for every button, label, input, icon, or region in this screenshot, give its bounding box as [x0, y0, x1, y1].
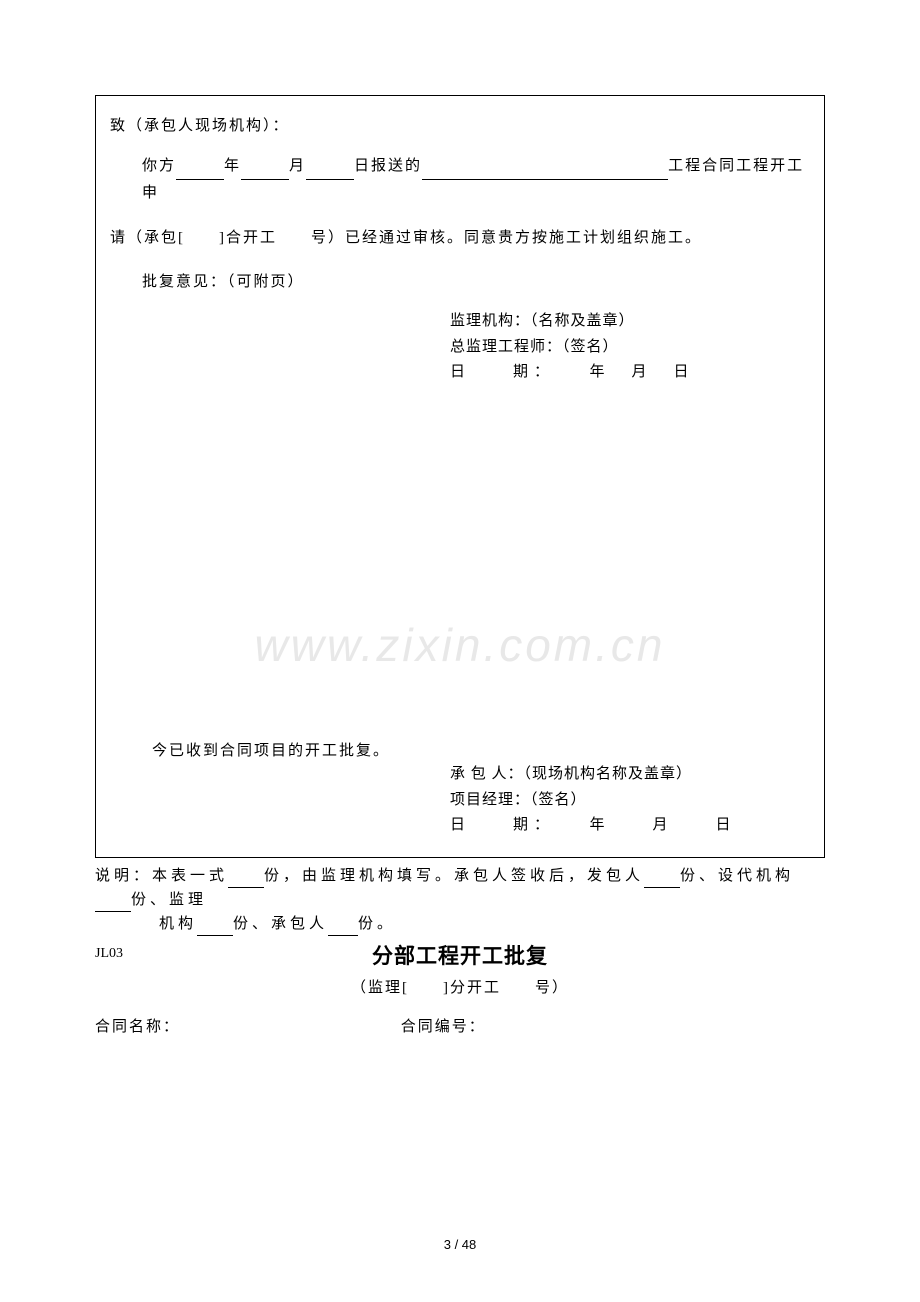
exp-part3: 份、设代机构: [680, 868, 794, 884]
sig2-manager: 项目经理：（签名）: [450, 788, 810, 814]
day-suffix: 日报送的: [354, 158, 422, 174]
exp-part4: 份、监理: [131, 892, 207, 908]
exp-part2: 份，由监理机构填写。承包人签收后，发包人: [264, 868, 644, 884]
month-suffix: 月: [289, 158, 306, 174]
line1-part1: 你方: [142, 158, 176, 174]
explanation-line-1: 说明：本表一式 份，由监理机构填写。承包人签收后，发包人 份、设代机构份、监理: [95, 864, 825, 912]
jl-code: JL03: [95, 946, 123, 962]
blank-fabao[interactable]: [644, 887, 680, 888]
greeting-text: 致（承包人现场机构）：: [110, 114, 810, 135]
sig2-date: 日 期： 年 月 日: [450, 813, 810, 839]
section-title: 分部工程开工批复: [95, 940, 825, 970]
next-section-header: JL03 分部工程开工批复: [95, 940, 825, 970]
exp-prefix: 说明：本表一式: [95, 868, 228, 884]
exp-line2-part1: 机构: [159, 916, 197, 932]
blank-day[interactable]: [306, 179, 354, 180]
contract-row: 合同名称： 合同编号：: [95, 1015, 825, 1036]
sig1-org: 监理机构：（名称及盖章）: [450, 309, 810, 335]
sig1-date: 日 期： 年 月 日: [450, 360, 810, 386]
exp-line2-part3: 份。: [358, 916, 396, 932]
section-bottom: 今已收到合同项目的开工批复。 承 包 人：（现场机构名称及盖章） 项目经理：（签…: [110, 739, 810, 839]
signature-block-1: 监理机构：（名称及盖章） 总监理工程师：（签名） 日 期： 年 月 日: [450, 309, 810, 386]
contract-name-label: 合同名称：: [95, 1015, 395, 1036]
blank-jianli[interactable]: [197, 935, 233, 936]
received-text: 今已收到合同项目的开工批复。: [152, 739, 810, 760]
explanation-block: 说明：本表一式 份，由监理机构填写。承包人签收后，发包人 份、设代机构份、监理 机构…: [95, 864, 825, 936]
sig1-engineer: 总监理工程师：（签名）: [450, 335, 810, 361]
blank-month[interactable]: [241, 179, 289, 180]
form-line-3: 批复意见：（可附页）: [142, 270, 810, 291]
page-number: 3 / 48: [444, 1237, 477, 1252]
blank-shedai[interactable]: [95, 911, 131, 912]
blank-copies[interactable]: [228, 887, 264, 888]
section-subtitle: （监理[ ]分开工 号）: [95, 976, 825, 997]
signature-block-2: 承 包 人：（现场机构名称及盖章） 项目经理：（签名） 日 期： 年 月 日: [450, 762, 810, 839]
exp-line2-part2: 份、承包人: [233, 916, 328, 932]
sig2-contractor: 承 包 人：（现场机构名称及盖章）: [450, 762, 810, 788]
form-line-1: 你方年月日报送的工程合同工程开工申: [142, 153, 810, 207]
blank-year[interactable]: [176, 179, 224, 180]
section-top: 致（承包人现场机构）： 你方年月日报送的工程合同工程开工申 请（承包[ ]合开工…: [110, 114, 810, 614]
contract-number-label: 合同编号：: [401, 1019, 486, 1035]
year-suffix: 年: [224, 158, 241, 174]
form-line-2: 请（承包[ ]合开工 号）已经通过审核。同意贵方按施工计划组织施工。: [110, 225, 810, 252]
form-box: 致（承包人现场机构）： 你方年月日报送的工程合同工程开工申 请（承包[ ]合开工…: [95, 95, 825, 858]
blank-project[interactable]: [422, 179, 668, 180]
explanation-line-2: 机构 份、承包人 份。: [159, 912, 825, 936]
blank-chengbao[interactable]: [328, 935, 358, 936]
